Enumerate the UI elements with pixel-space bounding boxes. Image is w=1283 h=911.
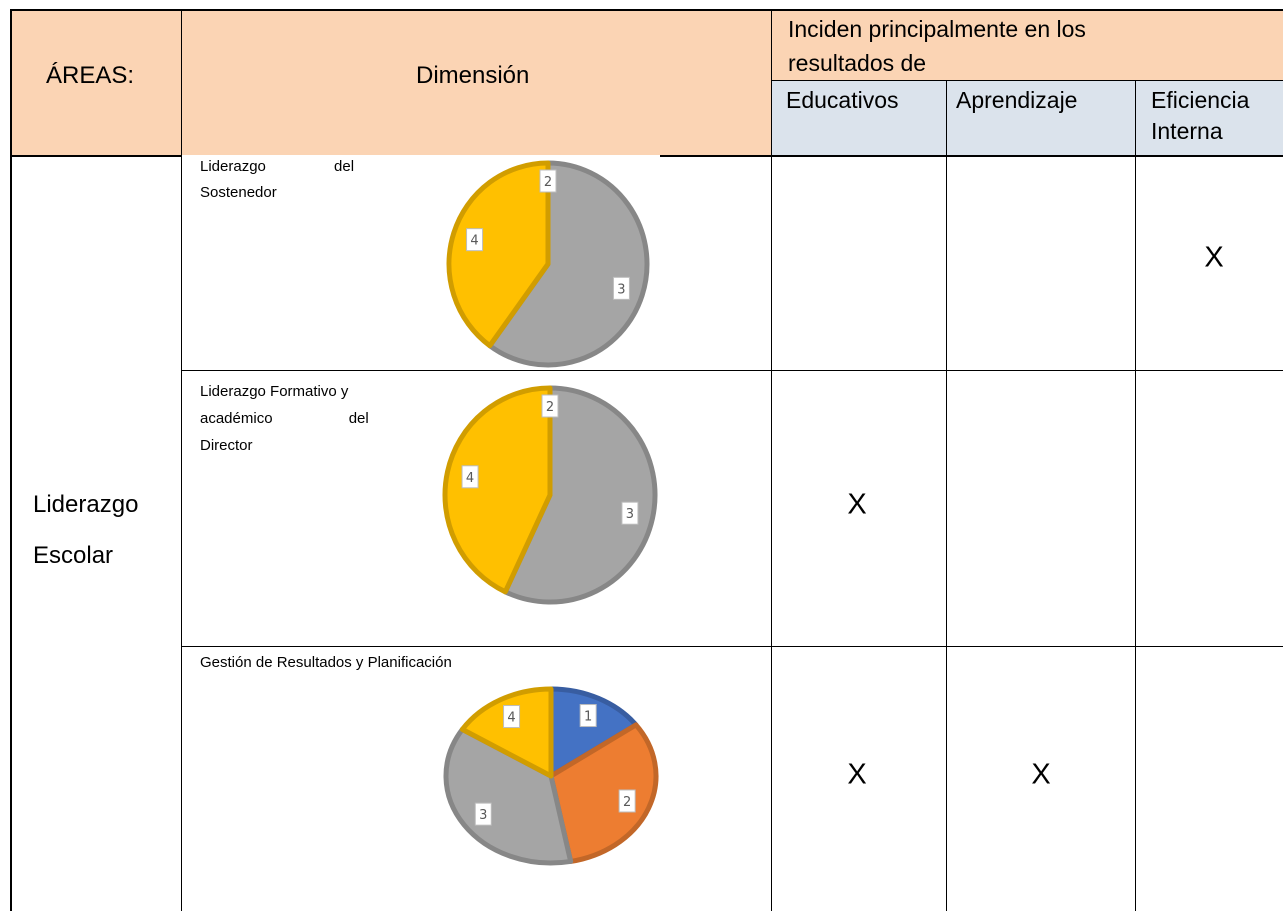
row1-dimension-line2: Sostenedor <box>200 184 277 201</box>
pie-data-label-text-3: 3 <box>617 282 625 297</box>
row2-mark-educativos: X <box>847 488 867 521</box>
pie-data-label-3: 3 <box>474 802 492 826</box>
pie-data-label-2: 2 <box>539 169 557 193</box>
header-areas-label: ÁREAS: <box>46 62 135 89</box>
pie-data-label-2: 2 <box>618 789 636 813</box>
pie-chart-sostenedor: 2 3 4 <box>446 160 650 368</box>
header-eficiencia-line2: Interna <box>1151 118 1223 144</box>
header-aprendizaje-label: Aprendizaje <box>956 87 1078 113</box>
area-label-line1: Liderazgo <box>33 491 139 518</box>
pie-data-label-2: 2 <box>541 394 559 418</box>
row1-dimension-line1a: Liderazgo del <box>200 158 355 175</box>
table-rule-aprend-right <box>1135 81 1136 911</box>
table-border-top <box>11 9 1283 11</box>
table-border-left <box>10 9 12 911</box>
table-rule-row1-bottom <box>182 370 1283 371</box>
header-aprendizaje-cell <box>947 81 1136 156</box>
row3-mark-educativos: X <box>847 758 867 791</box>
pie-slice-4 <box>459 686 554 779</box>
pie-data-label-text-1: 1 <box>584 710 592 725</box>
row3-mark-aprendizaje: X <box>1031 758 1051 791</box>
table-rule-educ-right <box>946 81 947 911</box>
header-inciden-line2: resultados de <box>788 50 927 76</box>
pie-data-label-text-2: 2 <box>546 400 554 415</box>
row2-dimension-line2: académico del <box>200 410 369 427</box>
pie-slice-3 <box>487 160 650 368</box>
row2-dimension-line3: Director <box>200 437 253 454</box>
pie-data-label-1: 1 <box>579 704 597 728</box>
table-rule-inciden <box>772 80 1283 81</box>
pie-chart-gestion: 1 2 3 4 <box>443 686 659 866</box>
pie-data-label-text-3: 3 <box>626 507 634 522</box>
header-educativos-label: Educativos <box>786 87 899 113</box>
header-eficiencia-line1: Eficiencia <box>1151 87 1250 113</box>
table-rule-row2-bottom <box>182 646 1283 647</box>
pie-data-label-text-4: 4 <box>470 234 478 249</box>
row3-dimension-line1: Gestión de Resultados y Planificación <box>200 654 452 671</box>
pie-slice-4 <box>446 160 551 349</box>
header-eficiencia-cell <box>1136 81 1283 156</box>
area-label-line2: Escolar <box>33 542 114 569</box>
header-dimension-cell <box>182 10 772 156</box>
header-inciden-cell <box>772 10 1283 81</box>
header-areas-cell <box>11 10 182 156</box>
pie-data-label-3: 3 <box>621 501 639 525</box>
pie-chart-director: 2 3 4 <box>442 385 658 605</box>
row2-dimension-line1: Liderazgo Formativo y <box>200 383 349 400</box>
pie-data-label-4: 4 <box>503 705 521 729</box>
pie-slice-2 <box>548 722 659 864</box>
pie-slice-1 <box>548 686 639 779</box>
pie-data-label-text-3: 3 <box>479 808 487 823</box>
pie-data-label-text-4: 4 <box>507 711 515 726</box>
table-rule-row1-left <box>182 155 660 158</box>
pie-data-label-text-2: 2 <box>623 795 631 810</box>
pie-data-label-text-2: 2 <box>544 175 552 190</box>
pie-data-label-3: 3 <box>612 276 630 300</box>
pie-data-label-text-4: 4 <box>466 471 474 486</box>
row1-mark-eficiencia: X <box>1204 241 1224 274</box>
pie-data-label-4: 4 <box>466 228 484 252</box>
pie-slice-4 <box>442 385 553 595</box>
pie-slice-3 <box>443 726 574 866</box>
header-dimension-label: Dimensión <box>416 62 530 89</box>
pie-data-label-4: 4 <box>461 465 479 489</box>
header-inciden-line1: Inciden principalmente en los <box>788 16 1086 42</box>
table-rule-dim-left <box>181 9 182 911</box>
pie-slice-3 <box>502 385 658 605</box>
header-educativos-cell <box>772 81 947 156</box>
table-rule-dim-right <box>771 9 772 911</box>
